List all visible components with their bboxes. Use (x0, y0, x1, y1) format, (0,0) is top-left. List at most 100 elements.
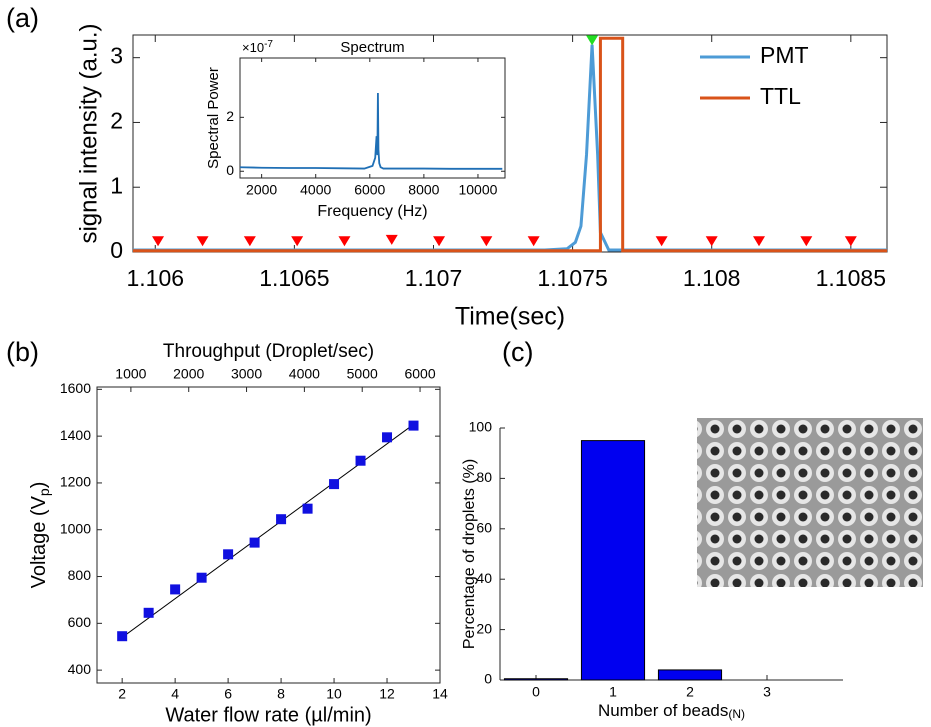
x-tick-label: 1 (609, 684, 617, 700)
multiplier-base: ×10 (242, 40, 264, 55)
data-point (170, 584, 181, 595)
x-axis-label: Number of beads(N) (598, 701, 745, 721)
axes-frame (239, 57, 506, 179)
peak-marker (152, 236, 165, 247)
x-tick-label: 10 (326, 686, 342, 702)
bar (503, 678, 569, 681)
data-point (117, 631, 128, 642)
legend-label: PMT (760, 42, 809, 68)
multiplier-exponent: -7 (264, 39, 273, 50)
y-tick-label: 0 (110, 237, 123, 263)
y-tick-label: 800 (68, 567, 92, 583)
y-tick-label: 60 (476, 520, 492, 536)
peak-marker (385, 234, 398, 245)
x-tick-label: 2 (118, 686, 126, 702)
x2-tick-label: 1000 (115, 366, 146, 382)
peak-marker (753, 236, 766, 247)
data-point (355, 455, 366, 466)
peak-marker (196, 236, 209, 247)
y-axis-label: Voltage (Vp) (28, 482, 51, 589)
x-tick-label: 8 (277, 686, 285, 702)
x-tick-label: 8000 (408, 182, 439, 198)
y-tick-label: 0 (226, 162, 234, 178)
data-point (143, 607, 154, 618)
data-point (382, 432, 393, 443)
peak-marker (480, 236, 493, 247)
y-axis-label: signal intensity (a.u.) (75, 23, 102, 243)
y-tick-label: 1000 (60, 520, 91, 536)
peak-marker (291, 236, 304, 247)
series-line (133, 44, 887, 252)
x-tick-label: 1.108 (683, 265, 741, 291)
x2-tick-label: 5000 (347, 366, 378, 382)
y-axis-label: Spectral Power (205, 67, 222, 169)
x-tick-label: 4000 (300, 182, 331, 198)
y-tick-label: 20 (476, 620, 492, 636)
x-axis-label: Water flow rate (µl/min) (165, 704, 371, 726)
y-label-part: ) (28, 482, 50, 489)
y-axis-label: Percentage of droplets (%) (461, 459, 478, 649)
x-tick-label: 2000 (246, 182, 277, 198)
x-tick-label: 6000 (354, 182, 385, 198)
x2-tick-label: 2000 (173, 366, 204, 382)
x-tick-label: 3 (763, 684, 771, 700)
y-tick-label: 1200 (60, 474, 91, 490)
y-label-part: p (36, 488, 52, 496)
data-point (302, 503, 313, 514)
x-tick-label: 4 (171, 686, 179, 702)
series-line (133, 36, 887, 253)
y-tick-label: 600 (68, 614, 92, 630)
x2-tick-label: 4000 (289, 366, 320, 382)
panel-label: (b) (6, 337, 39, 367)
peak-marker (433, 236, 446, 247)
x2-axis-label: Throughput (Droplet/sec) (163, 341, 374, 362)
x2-tick-label: 6000 (404, 366, 435, 382)
y-tick-label: 1 (110, 172, 123, 198)
peak-marker (655, 236, 668, 247)
y-tick-label: 0 (484, 671, 492, 687)
x-axis-label: Frequency (Hz) (317, 203, 427, 220)
x-axis-label: Time(sec) (455, 303, 565, 331)
data-point (196, 572, 207, 583)
x2-tick-label: 3000 (231, 366, 262, 382)
plot-area (240, 58, 505, 178)
y-tick-label: 2 (226, 108, 234, 124)
spectrum-line (239, 93, 503, 170)
x-tick-label: 6 (224, 686, 232, 702)
panel-label: (c) (502, 337, 533, 367)
peak-marker (800, 236, 813, 247)
x-label-main: Number of beads (598, 701, 728, 720)
y-multiplier: ×10-7 (242, 39, 273, 56)
peak-marker (527, 236, 540, 247)
bar (657, 669, 723, 681)
data-point (408, 420, 419, 431)
x-tick-label: 12 (379, 686, 395, 702)
y-tick-label: 100 (469, 419, 493, 435)
y-label-part: Voltage (V (28, 495, 50, 588)
y-tick-label: 1600 (60, 380, 91, 396)
x-tick-label: 2 (686, 684, 694, 700)
peak-marker (243, 236, 256, 247)
y-tick-label: 2 (110, 108, 123, 134)
data-point (276, 514, 287, 525)
x-tick-label: 1.1085 (816, 265, 886, 291)
x-tick-label: 0 (532, 684, 540, 700)
x-tick-label: 10000 (458, 182, 497, 198)
x-label-unit: (N) (728, 707, 745, 721)
y-tick-label: 40 (476, 570, 492, 586)
x-tick-label: 1.1075 (537, 265, 607, 291)
legend-label: TTL (760, 83, 801, 109)
y-tick-label: 400 (68, 661, 92, 677)
main-peak-marker (586, 35, 599, 46)
panel-label: (a) (6, 3, 39, 33)
data-point (249, 537, 260, 548)
fit-line (121, 424, 414, 638)
peak-marker (338, 236, 351, 247)
inset-title: Spectrum (340, 39, 404, 56)
droplet-image (697, 418, 923, 587)
x-tick-label: 1.1065 (259, 265, 329, 291)
x-tick-label: 14 (432, 686, 448, 702)
bar (580, 440, 646, 681)
x-tick-label: 1.106 (126, 265, 184, 291)
